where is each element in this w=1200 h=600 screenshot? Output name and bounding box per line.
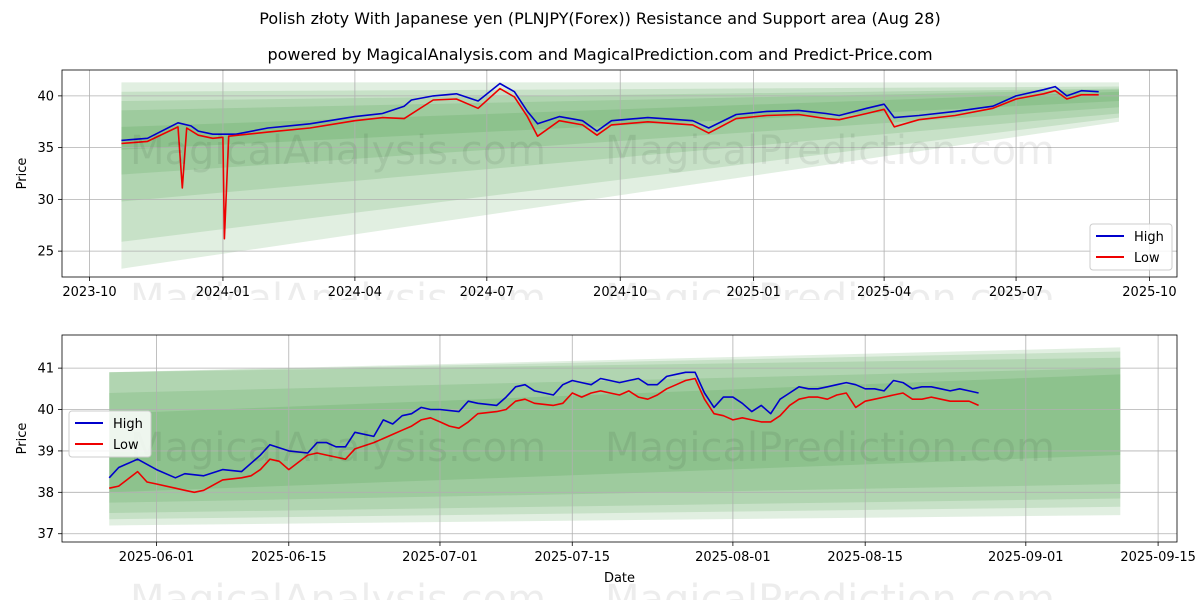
x-tick-label: 2025-07-15: [534, 550, 610, 565]
support-resistance-band: [109, 368, 1121, 503]
x-tick-label: 2025-06-15: [251, 550, 327, 565]
y-tick-label: 39: [37, 444, 54, 459]
series-line-low: [109, 377, 979, 494]
x-tick-label: 2025-09-01: [988, 550, 1064, 565]
support-resistance-band: [109, 351, 1121, 520]
y-tick-label: 40: [37, 403, 54, 418]
legend-label: High: [113, 417, 143, 432]
x-tick-label: 2024-01: [196, 285, 250, 300]
x-tick-label: 2025-06-01: [119, 550, 195, 565]
x-tick-label: 2025-08-15: [827, 550, 903, 565]
price-chart-full-range: MagicalAnalysis.com MagicalAnalysis.com Ma…: [15, 69, 1178, 300]
y-tick-label: 35: [37, 141, 54, 156]
axes-frame: [61, 334, 1178, 543]
legend-label: High: [1134, 230, 1164, 245]
support-resistance-band: [109, 357, 1121, 514]
legend-label: Low: [1134, 251, 1160, 266]
x-tick-label: 2025-04: [857, 285, 911, 300]
legend: High Low: [68, 410, 152, 458]
watermark-text: MagicalAnalysis.com: [130, 425, 546, 471]
watermark-text: MagicalPrediction.com: [605, 425, 1055, 471]
watermark-text: MagicalAnalysis.com: [130, 577, 546, 600]
x-tick-label: 2023-10: [62, 285, 116, 300]
series-line-low: [121, 87, 1099, 240]
y-tick-label: 41: [37, 362, 54, 377]
x-axis-label: Date: [604, 571, 635, 586]
support-resistance-band: [109, 374, 1121, 493]
y-tick-label: 30: [37, 193, 54, 208]
watermark-text: MagicalAnalysis.com: [130, 276, 546, 300]
x-tick-label: 2025-01: [726, 285, 780, 300]
y-tick-label: 38: [37, 486, 54, 501]
support-resistance-band: [109, 347, 1121, 526]
plot-area: [62, 70, 1177, 277]
y-tick-label: 40: [37, 89, 54, 104]
x-tick-label: 2024-07: [460, 285, 514, 300]
legend: High Low: [1089, 223, 1173, 271]
x-tick-label: 2025-09-15: [1120, 550, 1196, 565]
x-tick-label: 2025-07: [989, 285, 1043, 300]
chart-title: Polish złoty With Japanese yen (PLNJPY(F…: [259, 9, 941, 28]
x-tick-label: 2025-08-01: [695, 550, 771, 565]
chart-subtitle: powered by MagicalAnalysis.com and Magic…: [267, 45, 933, 64]
x-tick-label: 2025-07-01: [402, 550, 478, 565]
watermark-text: MagicalPrediction.com: [605, 276, 1055, 300]
legend-label: Low: [113, 438, 139, 453]
watermark-text: MagicalPrediction.com: [605, 128, 1055, 174]
x-tick-label: 2024-04: [328, 285, 382, 300]
watermark-text: MagicalAnalysis.com: [130, 128, 546, 174]
y-tick-label: 37: [37, 527, 54, 542]
y-axis-label: Price: [15, 423, 30, 455]
y-axis-label: Price: [15, 158, 30, 190]
series-line-high: [108, 371, 979, 479]
axes-frame: [61, 69, 1178, 278]
series-line-high: [121, 82, 1099, 142]
x-tick-label: 2024-10: [593, 285, 647, 300]
y-tick-label: 25: [37, 245, 54, 260]
plot-area: [62, 335, 1177, 542]
x-tick-label: 2025-10: [1122, 285, 1176, 300]
watermark-text: MagicalPrediction.com: [605, 577, 1055, 600]
price-chart-recent-zoom: MagicalAnalysis.com MagicalAnalysis.com Ma…: [15, 334, 1196, 600]
